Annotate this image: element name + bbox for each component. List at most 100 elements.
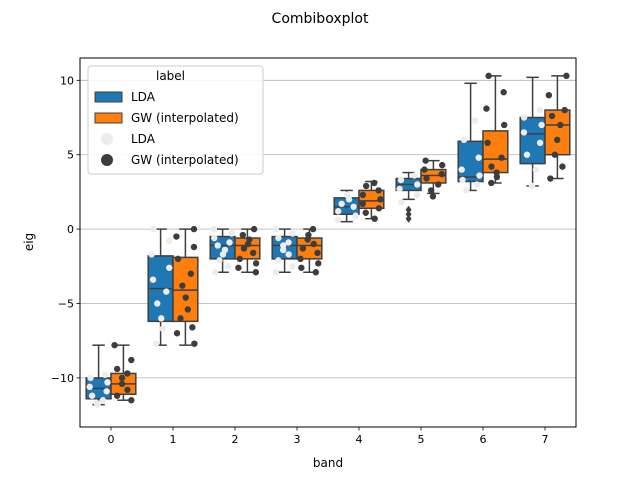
- strip-point-gw: [297, 255, 304, 263]
- strip-point-gw: [177, 315, 184, 322]
- strip-point-lda: [350, 203, 357, 210]
- strip-point-gw: [189, 324, 196, 331]
- strip-point-lda: [289, 263, 296, 270]
- strip-point-lda: [163, 288, 170, 295]
- strip-point-gw: [249, 249, 257, 257]
- strip-point-lda: [216, 257, 223, 264]
- strip-point-gw: [422, 157, 429, 164]
- strip-point-gw: [113, 392, 121, 399]
- strip-point-gw: [438, 161, 446, 169]
- strip-point-lda: [413, 191, 421, 199]
- strip-point-gw: [485, 72, 492, 80]
- y-tick-label: 5: [67, 149, 74, 162]
- x-tick-label: 6: [480, 433, 487, 446]
- box-gw: [544, 109, 571, 156]
- strip-point-lda: [414, 181, 421, 188]
- strip-point-lda: [93, 399, 101, 407]
- strip-point-lda: [334, 216, 342, 224]
- strip-point-lda: [352, 212, 359, 219]
- strip-point-lda: [473, 181, 481, 188]
- strip-point-gw: [488, 179, 495, 187]
- strip-point-gw: [173, 233, 180, 240]
- strip-point-lda: [152, 340, 160, 347]
- legend-label: GW (interpolated): [131, 111, 239, 125]
- strip-point-lda: [275, 257, 282, 264]
- strip-point-gw: [362, 209, 369, 216]
- strip-point-gw: [246, 236, 253, 243]
- strip-point-lda: [411, 172, 418, 179]
- strip-point-gw: [179, 282, 186, 289]
- strip-point-gw: [191, 340, 198, 347]
- strip-point-gw: [362, 182, 370, 190]
- outlier-point: [405, 205, 412, 214]
- x-tick-label: 3: [294, 433, 301, 446]
- strip-point-gw: [561, 106, 568, 114]
- strip-point-lda: [536, 106, 544, 114]
- strip-point-gw: [240, 245, 248, 252]
- strip-point-lda: [87, 374, 94, 382]
- y-tick-label: 10: [60, 74, 74, 87]
- strip-point-lda: [458, 166, 465, 173]
- strip-point-gw: [182, 294, 189, 301]
- strip-point-lda: [101, 371, 109, 379]
- strip-point-lda: [538, 121, 545, 129]
- strip-point-gw: [315, 260, 322, 267]
- strip-point-gw: [310, 240, 317, 248]
- strip-point-gw: [484, 139, 491, 147]
- strip-point-lda: [158, 315, 165, 322]
- strip-point-gw: [427, 187, 435, 194]
- strip-point-lda: [211, 234, 218, 242]
- strip-point-lda: [476, 172, 483, 179]
- strip-point-lda: [275, 234, 282, 242]
- axes: −10 −5 0 5 10 0 1 2 3 4 5 6 7: [51, 74, 549, 446]
- strip-point-lda: [166, 264, 173, 271]
- strip-point-lda: [279, 246, 287, 254]
- strip-point-lda: [159, 325, 166, 332]
- strip-point-lda: [272, 269, 279, 276]
- strip-point-gw: [359, 191, 367, 199]
- strip-point-gw: [370, 179, 378, 187]
- strip-point-gw: [559, 163, 566, 170]
- strip-point-lda: [338, 200, 345, 208]
- strip-point-lda: [272, 225, 279, 233]
- strip-point-lda: [396, 185, 403, 193]
- strip-point-lda: [224, 263, 232, 270]
- y-axis-label: eig: [22, 233, 36, 251]
- strip-point-lda: [221, 246, 229, 254]
- strip-point-gw: [377, 196, 384, 203]
- strip-point-gw: [312, 269, 320, 276]
- strip-point-gw: [173, 330, 181, 337]
- strip-point-gw: [429, 193, 437, 200]
- x-tick-label: 0: [108, 433, 115, 446]
- x-tick-label: 7: [542, 433, 549, 446]
- y-tick-label: 0: [67, 223, 74, 236]
- strip-point-lda: [86, 383, 93, 391]
- strip-point-gw: [190, 225, 198, 233]
- x-tick-label: 2: [232, 433, 239, 446]
- strip-point-lda: [214, 242, 221, 249]
- strip-point-gw: [111, 341, 118, 349]
- strip-point-gw: [124, 370, 131, 377]
- strip-point-lda: [210, 225, 218, 233]
- strip-point-lda: [343, 191, 351, 199]
- strip-point-gw: [235, 264, 242, 271]
- strip-point-gw: [421, 166, 428, 173]
- strip-point-gw: [252, 269, 260, 276]
- strip-point-gw: [250, 225, 258, 233]
- outlier-point: [405, 214, 412, 223]
- strip-point-gw: [309, 225, 317, 233]
- strip-point-lda: [150, 225, 157, 233]
- strip-point-lda: [212, 269, 219, 276]
- legend-swatch: [94, 91, 123, 103]
- strip-point-gw: [500, 89, 507, 96]
- strip-point-lda: [523, 151, 531, 158]
- strip-point-gw: [553, 136, 561, 144]
- strip-point-gw: [184, 306, 192, 313]
- strip-point-gw: [124, 386, 131, 394]
- strip-point-lda: [471, 117, 479, 124]
- strip-point-lda: [397, 176, 405, 184]
- strip-point-gw: [483, 105, 490, 112]
- strip-point-gw: [305, 231, 312, 239]
